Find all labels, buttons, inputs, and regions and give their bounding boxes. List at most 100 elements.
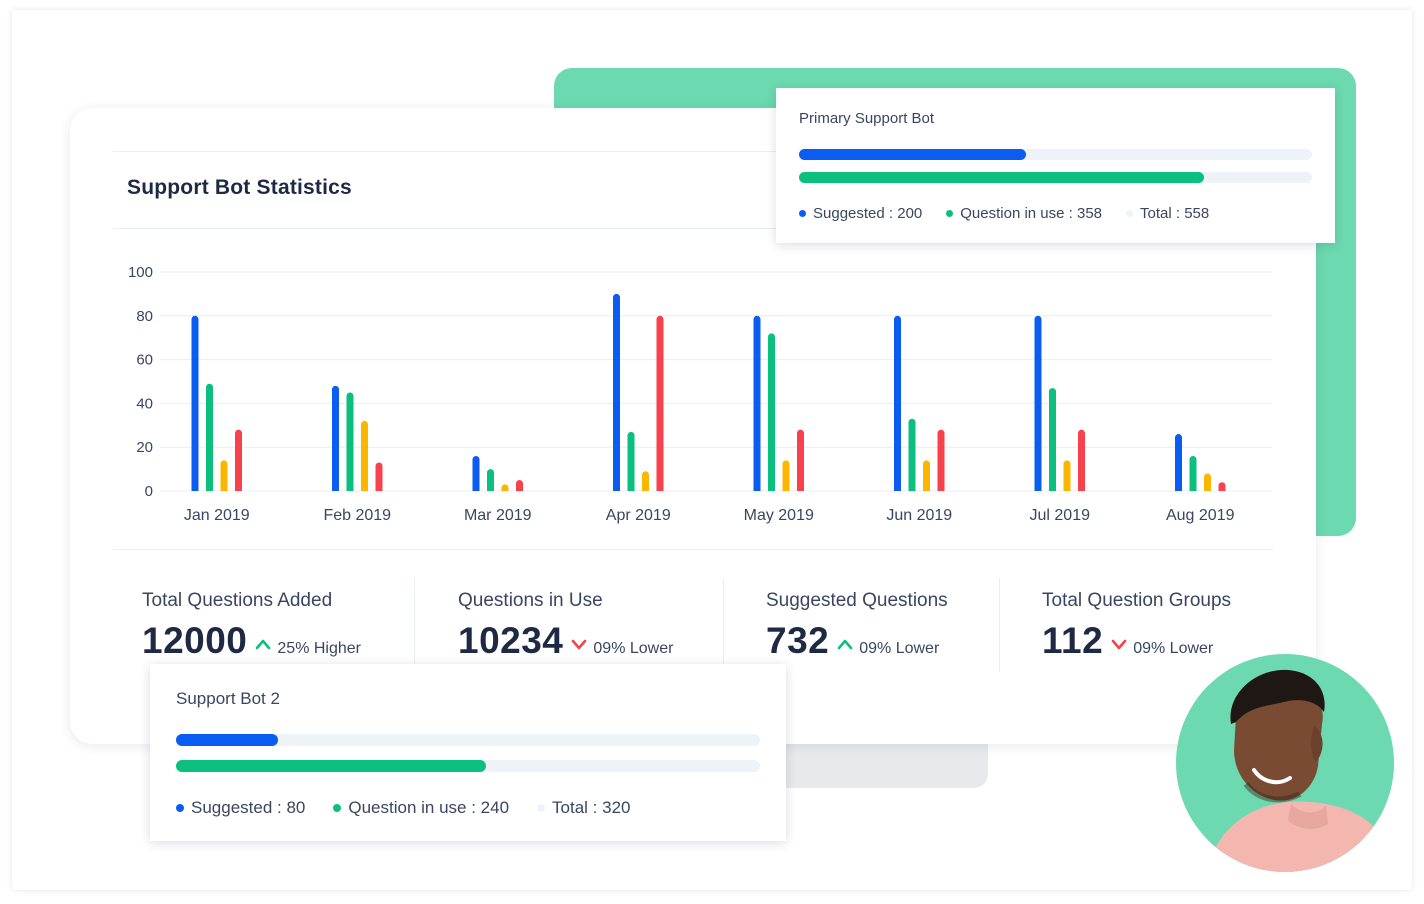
legend-total: Total : 558 bbox=[1126, 205, 1209, 222]
x-tick-label: Jan 2019 bbox=[184, 507, 250, 524]
chart-bar bbox=[501, 484, 509, 491]
stat-divider bbox=[999, 578, 1000, 672]
bot2-card[interactable]: Support Bot 2 Suggested : 80 Question in… bbox=[150, 664, 786, 841]
green-dot-icon bbox=[946, 210, 954, 217]
trend-down-icon bbox=[1111, 639, 1127, 650]
x-tick-label: Jul 2019 bbox=[1030, 507, 1091, 524]
stat-change: 09% Lower bbox=[1133, 640, 1214, 657]
stat-label: Total Question Groups bbox=[1042, 590, 1232, 611]
chart-bar bbox=[235, 429, 242, 491]
chart-bar bbox=[375, 462, 383, 491]
stat-label: Questions in Use bbox=[458, 590, 603, 611]
y-tick-label: 20 bbox=[136, 439, 153, 456]
chart-bar bbox=[894, 315, 901, 491]
stat-divider bbox=[723, 578, 724, 672]
chart-bar bbox=[642, 471, 649, 491]
chart-bar bbox=[220, 460, 228, 491]
stat-question-groups: Total Question Groups 112 09% Lower bbox=[1042, 590, 1231, 662]
y-tick-label: 40 bbox=[136, 395, 153, 412]
legend-in-use: Question in use : 240 bbox=[333, 798, 509, 818]
bar-chart: 0 20 40 60 80 100 Jan 2019 Feb 2019 Mar 2019 Apr … bbox=[128, 264, 1272, 524]
person-illustration bbox=[1206, 669, 1394, 872]
legend-total: Total : 320 bbox=[537, 798, 631, 818]
green-dot-icon bbox=[333, 804, 342, 812]
trend-down-icon bbox=[572, 639, 587, 650]
chart-bar bbox=[346, 392, 354, 491]
chart-bar bbox=[1034, 315, 1042, 491]
in-use-progress-fill bbox=[799, 172, 1205, 183]
blue-dot-icon bbox=[176, 804, 184, 812]
light-dot-icon bbox=[1126, 210, 1134, 217]
chart-bar bbox=[1063, 460, 1071, 491]
chart-bar bbox=[923, 460, 930, 491]
stat-change: 09% Lower bbox=[859, 640, 940, 657]
chart-bar bbox=[656, 315, 664, 491]
stat-total-questions: Total Questions Added 12000 25% Higher bbox=[142, 590, 361, 662]
chart-bar bbox=[627, 431, 635, 491]
x-tick-label: Feb 2019 bbox=[323, 507, 391, 524]
trend-up-icon bbox=[837, 639, 853, 650]
stat-label: Total Questions Added bbox=[142, 590, 333, 611]
chart-bar bbox=[797, 429, 804, 491]
x-tick-label: Apr 2019 bbox=[606, 507, 671, 524]
y-tick-label: 100 bbox=[128, 264, 153, 281]
page-title: Support Bot Statistics bbox=[127, 176, 352, 199]
stat-change: 09% Lower bbox=[593, 640, 674, 657]
chart-bar bbox=[1175, 434, 1182, 491]
stat-label: Suggested Questions bbox=[766, 590, 948, 611]
stat-questions-in-use: Questions in Use 10234 09% Lower bbox=[458, 590, 673, 662]
legend-label: Question in use : 240 bbox=[348, 798, 510, 817]
divider bbox=[113, 549, 1273, 550]
bot-card-title: Support Bot 2 bbox=[176, 689, 280, 708]
chart-bar bbox=[191, 315, 199, 491]
chart-bar bbox=[332, 385, 339, 491]
legend-label: Total : 320 bbox=[552, 798, 631, 817]
chart-bar bbox=[782, 460, 790, 491]
stat-suggested-questions: Suggested Questions 732 09% Lower bbox=[766, 590, 948, 662]
stat-change: 25% Higher bbox=[277, 640, 361, 657]
chart-bar bbox=[361, 420, 368, 491]
light-dot-icon bbox=[537, 804, 546, 812]
stat-value: 112 bbox=[1042, 620, 1104, 661]
stat-divider bbox=[414, 578, 415, 672]
chart-bar bbox=[1218, 482, 1226, 491]
suggested-progress-bar bbox=[799, 149, 1312, 160]
chart-bar bbox=[487, 469, 494, 491]
legend-in-use: Question in use : 358 bbox=[946, 205, 1102, 222]
x-tick-label: Mar 2019 bbox=[464, 507, 532, 524]
x-tick-label: Jun 2019 bbox=[886, 507, 952, 524]
chart-bar bbox=[206, 383, 213, 491]
legend-label: Question in use : 358 bbox=[960, 205, 1103, 222]
stat-value: 12000 bbox=[142, 620, 248, 661]
x-tick-label: May 2019 bbox=[744, 507, 814, 524]
y-tick-label: 80 bbox=[136, 308, 153, 325]
chart-bar bbox=[1078, 429, 1085, 491]
chart-bar bbox=[753, 315, 761, 491]
user-avatar bbox=[1176, 654, 1394, 872]
stat-value: 732 bbox=[766, 620, 830, 661]
y-tick-label: 60 bbox=[136, 352, 153, 369]
in-use-progress-bar bbox=[176, 760, 760, 772]
legend-suggested: Suggested : 200 bbox=[799, 205, 922, 222]
y-tick-label: 0 bbox=[145, 483, 153, 500]
suggested-progress-bar bbox=[176, 734, 760, 746]
suggested-progress-fill bbox=[176, 734, 279, 746]
chart-bar bbox=[1189, 455, 1197, 491]
chart-bar bbox=[937, 429, 945, 491]
divider bbox=[113, 151, 1273, 152]
suggested-progress-fill bbox=[799, 149, 1026, 160]
in-use-progress-bar bbox=[799, 172, 1312, 183]
legend-label: Suggested : 200 bbox=[813, 205, 923, 222]
in-use-progress-fill bbox=[176, 760, 486, 772]
chart-bar bbox=[1049, 388, 1056, 491]
chart-bar bbox=[768, 333, 775, 491]
chart-bar bbox=[613, 293, 620, 491]
blue-dot-icon bbox=[799, 210, 806, 217]
legend-suggested: Suggested : 80 bbox=[176, 798, 305, 818]
divider bbox=[113, 228, 1273, 229]
bot-card-title: Primary Support Bot bbox=[799, 110, 935, 127]
x-tick-label: Aug 2019 bbox=[1166, 507, 1235, 524]
chart-bar bbox=[472, 455, 480, 491]
legend-label: Total : 558 bbox=[1140, 205, 1210, 222]
primary-bot-card[interactable]: Primary Support Bot Suggested : 200 Ques… bbox=[776, 88, 1335, 243]
